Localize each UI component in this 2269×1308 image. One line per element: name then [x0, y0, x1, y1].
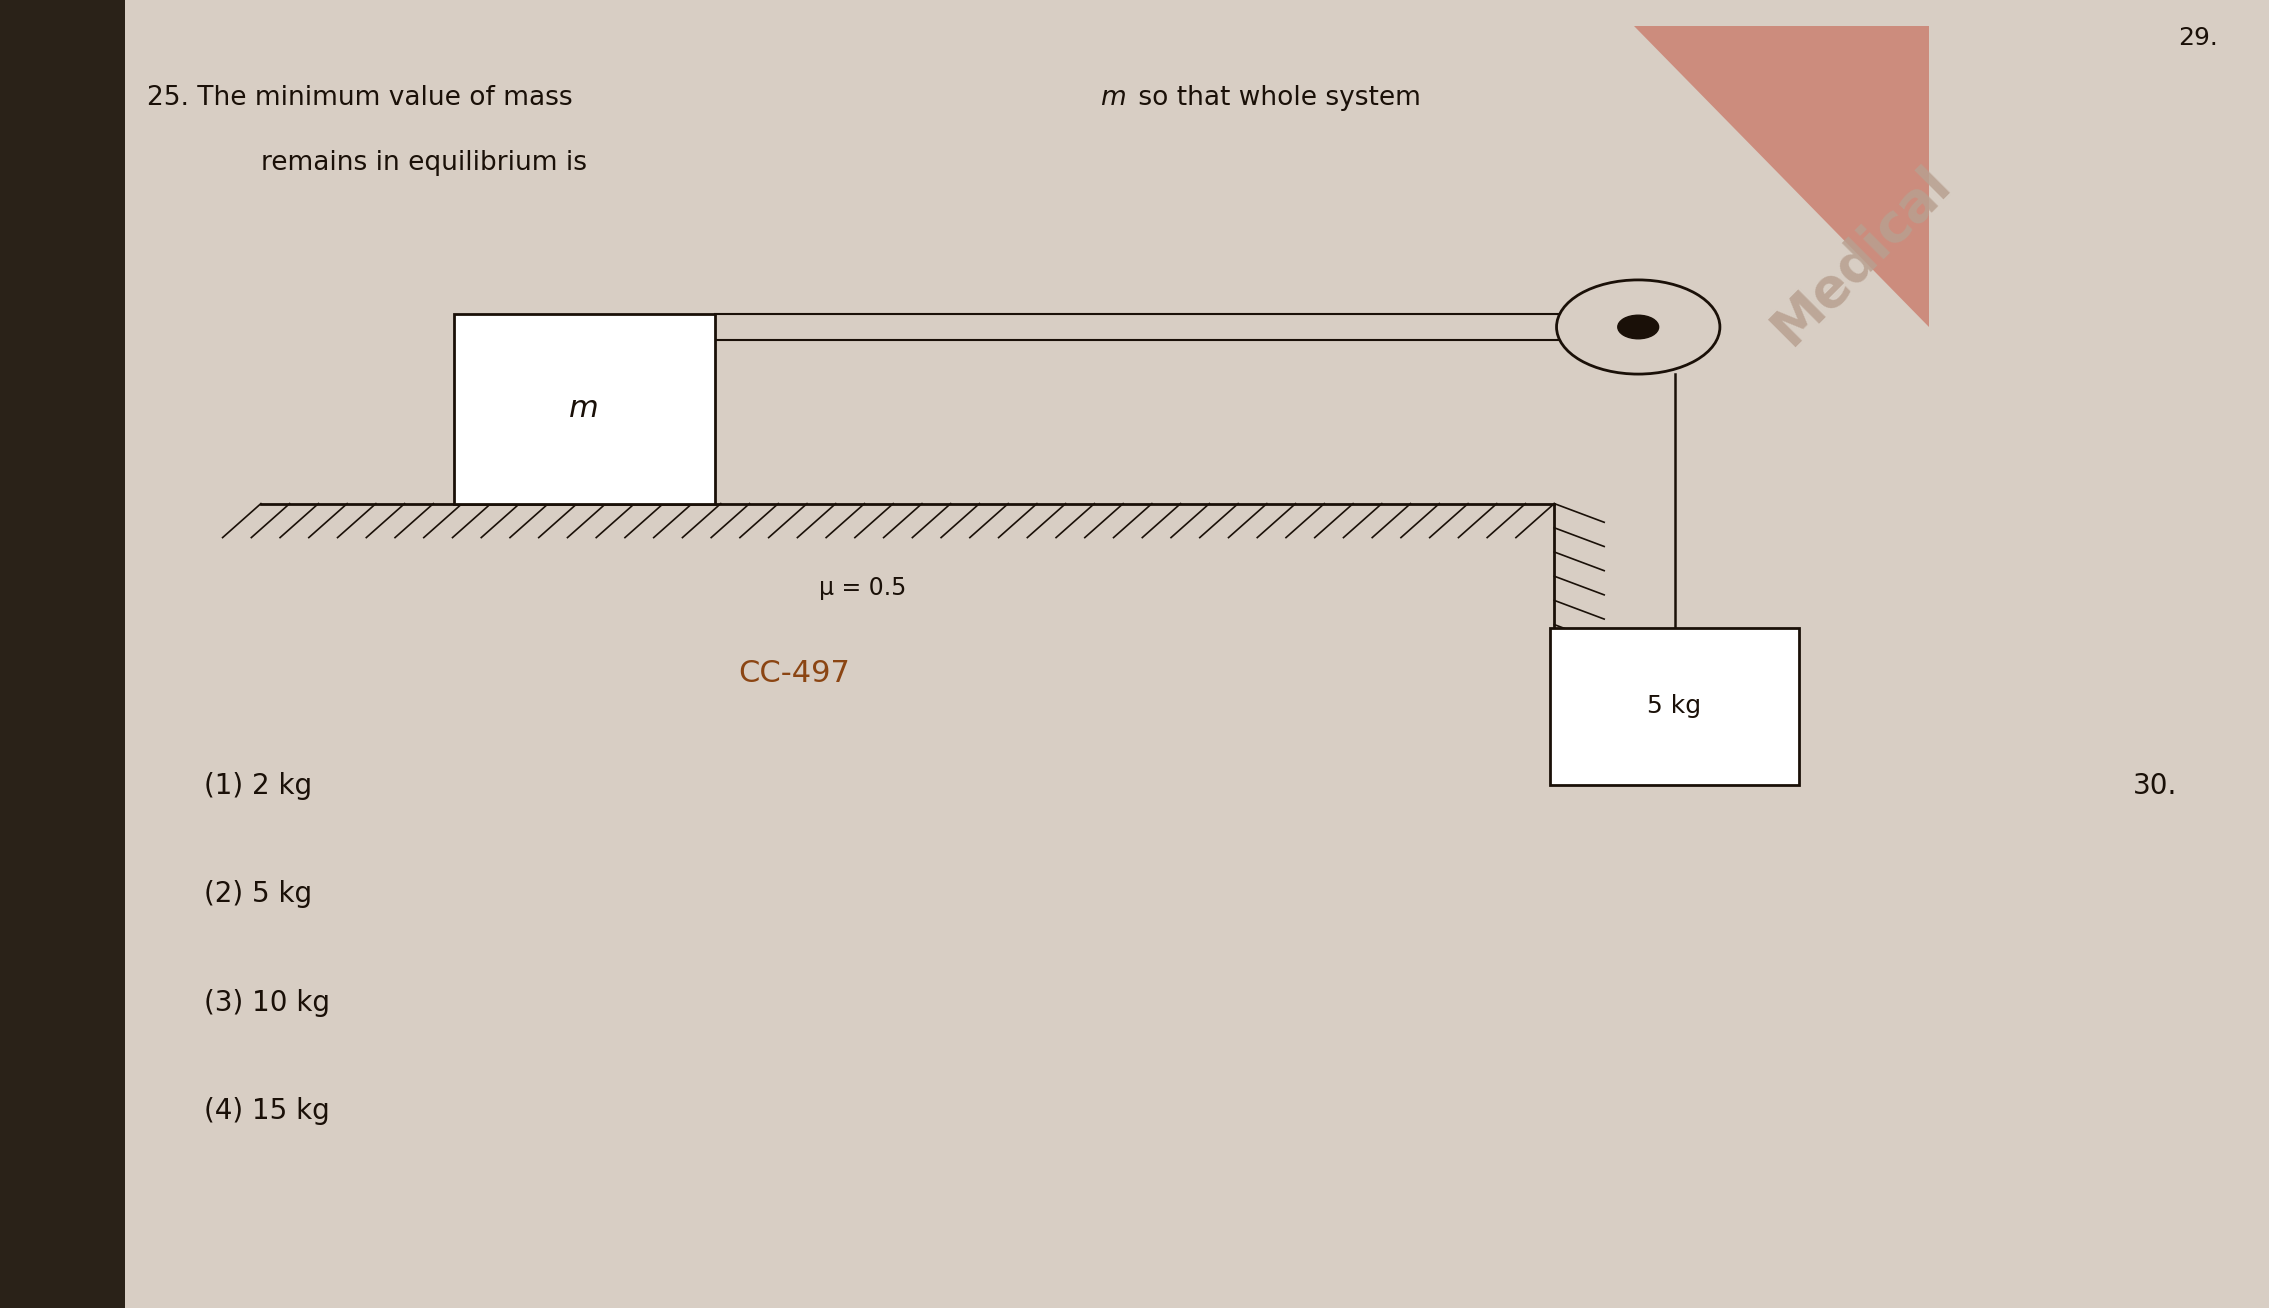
Text: μ = 0.5: μ = 0.5	[819, 576, 905, 599]
Text: m: m	[1100, 85, 1125, 111]
Text: 29.: 29.	[2178, 26, 2219, 50]
Text: so that whole system: so that whole system	[1130, 85, 1420, 111]
Text: CC-497: CC-497	[737, 659, 851, 688]
Circle shape	[1618, 315, 1659, 339]
Bar	[715, 314, 1634, 340]
Bar	[1550, 628, 1799, 785]
Polygon shape	[1634, 26, 1929, 327]
Circle shape	[1557, 280, 1720, 374]
Text: Medical: Medical	[1761, 157, 1960, 356]
Text: remains in equilibrium is: remains in equilibrium is	[261, 150, 588, 177]
Text: (1) 2 kg: (1) 2 kg	[204, 772, 313, 799]
Text: m: m	[570, 394, 599, 424]
Bar	[454, 314, 715, 504]
Text: (4) 15 kg: (4) 15 kg	[204, 1097, 329, 1125]
Text: (3) 10 kg: (3) 10 kg	[204, 989, 331, 1016]
Text: 30.: 30.	[2133, 772, 2178, 799]
Text: 5 kg: 5 kg	[1647, 695, 1702, 718]
Text: (2) 5 kg: (2) 5 kg	[204, 880, 313, 908]
Text: 25. The minimum value of mass: 25. The minimum value of mass	[147, 85, 581, 111]
